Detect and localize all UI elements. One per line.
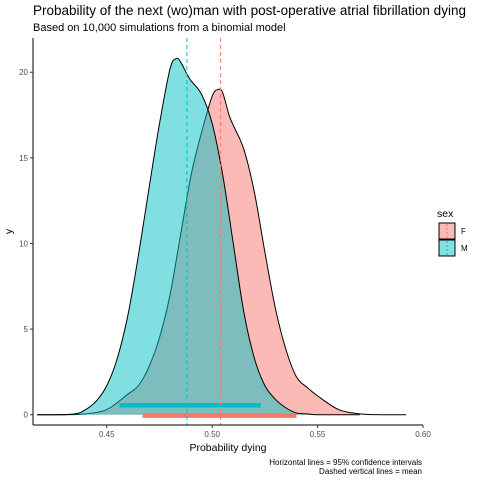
- y-axis-title: y: [3, 228, 15, 234]
- y-tick-label: 15: [19, 154, 28, 163]
- legend-label-F: F: [461, 227, 466, 236]
- y-tick-label: 20: [19, 68, 28, 77]
- density-area-M: [37, 58, 360, 415]
- x-tick-label: 0.50: [204, 430, 220, 439]
- caption-mean-lines: Dashed vertical lines = mean: [319, 467, 422, 476]
- x-tick-label: 0.45: [99, 430, 115, 439]
- legend: sex FM: [437, 208, 468, 257]
- y-tick-label: 0: [24, 411, 29, 420]
- x-tick-label: 0.55: [310, 430, 326, 439]
- legend-label-M: M: [461, 244, 468, 253]
- y-tick-label: 5: [24, 325, 29, 334]
- x-tick-label: 0.60: [415, 430, 431, 439]
- caption-confidence-intervals: Horizontal lines = 95% confidence interv…: [269, 458, 422, 467]
- y-tick-label: 10: [19, 239, 28, 248]
- chart-title: Probability of the next (wo)man with pos…: [33, 3, 466, 18]
- x-axis-title: Probability dying: [189, 442, 266, 454]
- legend-title: sex: [437, 208, 454, 220]
- density-areas: [37, 57, 407, 416]
- axes: 0.45 0.50 0.55 0.60 0 5 10 15 20: [19, 38, 431, 439]
- legend-key-M: [438, 239, 456, 257]
- legend-key-F: [438, 222, 456, 240]
- mean-lines: [186, 38, 222, 425]
- chart-subtitle: Based on 10,000 simulations from a binom…: [33, 22, 286, 34]
- confidence-intervals: [119, 403, 297, 418]
- density-outline-M: [37, 57, 360, 416]
